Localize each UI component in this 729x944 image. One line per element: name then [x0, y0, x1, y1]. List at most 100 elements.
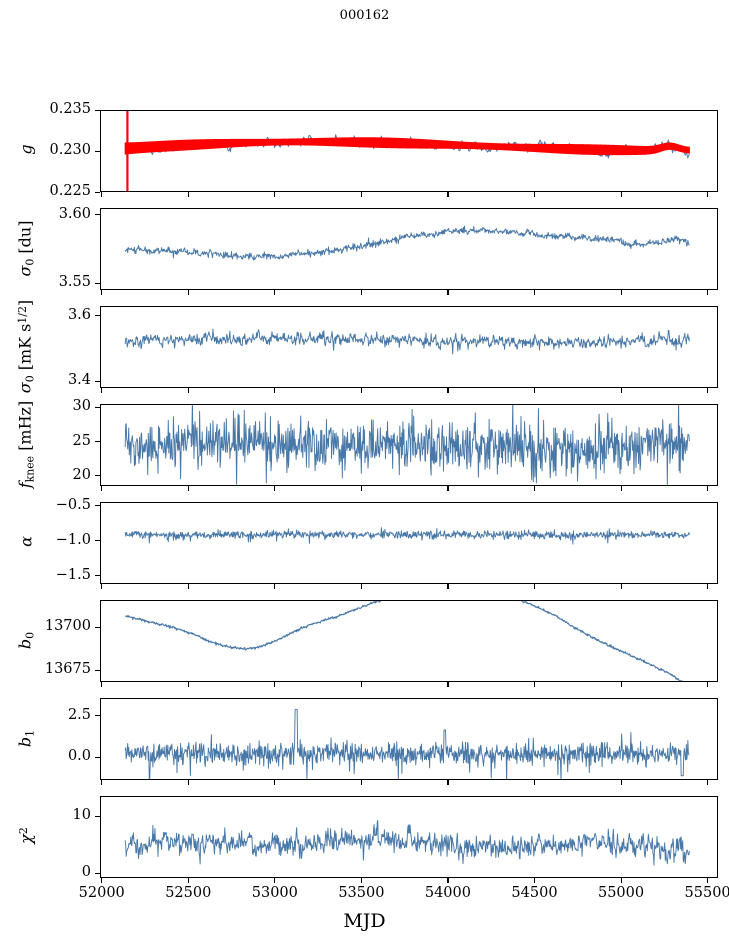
y-tick-label-sigma0_du-0: 3.55 — [58, 274, 91, 291]
y-tick-label-g-0: 0.225 — [49, 183, 91, 199]
x-tick-label-1: 52500 — [165, 885, 212, 901]
x-tick-mark-chi2-6 — [620, 878, 622, 883]
x-tick-mark-chi2-5 — [534, 878, 536, 883]
x-tick-mark-b1-4 — [447, 780, 449, 785]
y-tick-label-sigma0_du-1: 3.60 — [58, 205, 91, 222]
y-tick-mark-chi2-1 — [95, 815, 100, 817]
y-tick-mark-fknee-0 — [95, 475, 100, 477]
x-tick-mark-alpha-4 — [447, 584, 449, 589]
x-tick-mark-b0-7 — [707, 682, 709, 687]
series-sigma0_mK-data — [124, 328, 690, 355]
x-tick-label-3: 53500 — [338, 885, 385, 901]
x-tick-mark-sigma0_mK-5 — [534, 388, 536, 393]
y-tick-label-b1-1: 2.5 — [67, 706, 91, 723]
x-tick-mark-sigma0_du-1 — [187, 290, 189, 295]
series-chi2-data — [124, 819, 690, 866]
y-tick-mark-sigma0_du-1 — [95, 214, 100, 216]
x-tick-label-4: 54000 — [424, 885, 471, 901]
y-tick-label-g-2: 0.235 — [49, 101, 91, 117]
x-tick-mark-sigma0_du-2 — [274, 290, 276, 295]
y-tick-label-b1-0: 0.0 — [67, 748, 91, 765]
x-tick-mark-g-2 — [274, 192, 276, 197]
x-tick-mark-sigma0_du-4 — [447, 290, 449, 295]
x-tick-mark-chi2-4 — [447, 878, 449, 883]
x-tick-mark-b0-0 — [101, 682, 103, 687]
series-fknee-data — [124, 405, 690, 485]
x-tick-mark-alpha-6 — [620, 584, 622, 589]
x-tick-mark-b1-6 — [620, 780, 622, 785]
x-tick-mark-alpha-7 — [707, 584, 709, 589]
x-tick-mark-sigma0_mK-7 — [707, 388, 709, 393]
x-tick-mark-sigma0_mK-0 — [101, 388, 103, 393]
plot-panel-sigma0_du — [100, 208, 718, 290]
x-tick-mark-b1-5 — [534, 780, 536, 785]
x-tick-mark-b0-1 — [187, 682, 189, 687]
x-tick-label-7: 55500 — [684, 885, 729, 901]
y-tick-mark-fknee-2 — [95, 406, 100, 408]
x-tick-mark-g-1 — [187, 192, 189, 197]
y-tick-mark-sigma0_mK-0 — [95, 380, 100, 383]
series-b0-data — [124, 601, 684, 681]
x-tick-mark-b0-3 — [360, 682, 362, 687]
y-tick-mark-sigma0_mK-1 — [95, 315, 100, 317]
series-g-fit-band — [124, 137, 690, 156]
y-tick-mark-g-0 — [95, 191, 100, 193]
y-axis-label-chi2: χ2 — [16, 827, 36, 844]
x-tick-mark-alpha-0 — [101, 584, 103, 589]
y-tick-mark-alpha-1 — [95, 540, 100, 542]
x-tick-mark-b1-3 — [360, 780, 362, 785]
y-tick-label-g-1: 0.230 — [49, 142, 91, 158]
x-tick-mark-b0-2 — [274, 682, 276, 687]
plot-panel-alpha — [100, 502, 718, 584]
x-tick-mark-alpha-1 — [187, 584, 189, 589]
y-tick-mark-g-2 — [95, 109, 100, 111]
y-tick-mark-alpha-0 — [95, 505, 100, 507]
x-tick-mark-g-5 — [534, 192, 536, 197]
plot-panel-fknee — [100, 404, 718, 486]
y-tick-label-fknee-2: 30 — [72, 398, 91, 415]
x-tick-mark-sigma0_mK-4 — [447, 388, 449, 393]
y-tick-mark-b1-1 — [95, 715, 100, 717]
plot-panel-chi2 — [100, 796, 718, 878]
x-tick-mark-fknee-5 — [534, 486, 536, 491]
x-tick-mark-b0-5 — [534, 682, 536, 687]
y-tick-label-chi2-1: 10 — [72, 807, 91, 824]
y-tick-label-alpha-2: −1.5 — [55, 566, 91, 583]
x-tick-mark-sigma0_mK-2 — [274, 388, 276, 393]
x-tick-mark-b1-1 — [187, 780, 189, 785]
x-tick-mark-fknee-6 — [620, 486, 622, 491]
x-tick-mark-alpha-2 — [274, 584, 276, 589]
y-tick-label-fknee-0: 20 — [72, 466, 91, 483]
x-tick-mark-b0-4 — [447, 682, 449, 687]
y-tick-mark-alpha-2 — [95, 575, 100, 577]
x-tick-mark-chi2-3 — [360, 878, 362, 883]
x-tick-mark-chi2-7 — [707, 878, 709, 883]
y-tick-label-b0-1: 13700 — [44, 618, 91, 635]
plot-panel-b0 — [100, 600, 718, 682]
y-tick-mark-b1-0 — [95, 756, 100, 758]
x-tick-mark-sigma0_du-5 — [534, 290, 536, 295]
x-tick-mark-sigma0_du-7 — [707, 290, 709, 295]
plot-panel-b1 — [100, 698, 718, 780]
x-tick-mark-g-4 — [447, 192, 449, 197]
y-tick-label-alpha-0: −0.5 — [55, 496, 91, 513]
series-alpha-data — [124, 527, 690, 545]
y-tick-label-alpha-1: −1.0 — [55, 531, 91, 548]
x-tick-mark-fknee-3 — [360, 486, 362, 491]
plot-panel-sigma0_mK — [100, 306, 718, 388]
x-tick-mark-chi2-2 — [274, 878, 276, 883]
series-sigma0_du-data — [124, 225, 690, 261]
x-tick-label-0: 52000 — [78, 885, 125, 901]
x-tick-mark-sigma0_du-0 — [101, 290, 103, 295]
x-tick-label-5: 54500 — [511, 885, 558, 901]
y-tick-label-sigma0_mK-1: 3.6 — [67, 306, 91, 323]
x-tick-mark-fknee-4 — [447, 486, 449, 491]
x-tick-label-2: 53000 — [251, 885, 298, 901]
plot-panel-g — [100, 110, 718, 192]
x-tick-mark-fknee-2 — [274, 486, 276, 491]
x-tick-mark-b1-7 — [707, 780, 709, 785]
x-tick-mark-g-0 — [101, 192, 103, 197]
y-tick-mark-fknee-1 — [95, 441, 100, 443]
x-tick-mark-sigma0_du-6 — [620, 290, 622, 295]
